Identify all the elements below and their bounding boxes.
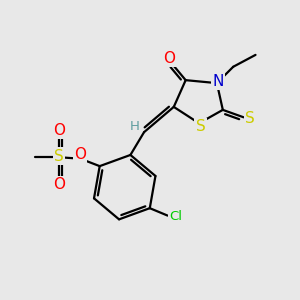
- Text: H: H: [130, 120, 140, 133]
- Text: S: S: [196, 119, 206, 134]
- Text: S: S: [54, 148, 64, 164]
- Text: O: O: [54, 177, 66, 192]
- Text: O: O: [74, 147, 86, 162]
- Text: O: O: [54, 123, 66, 138]
- Text: O: O: [163, 51, 175, 66]
- Text: Cl: Cl: [169, 210, 182, 223]
- Text: S: S: [245, 111, 255, 126]
- Text: N: N: [213, 74, 224, 88]
